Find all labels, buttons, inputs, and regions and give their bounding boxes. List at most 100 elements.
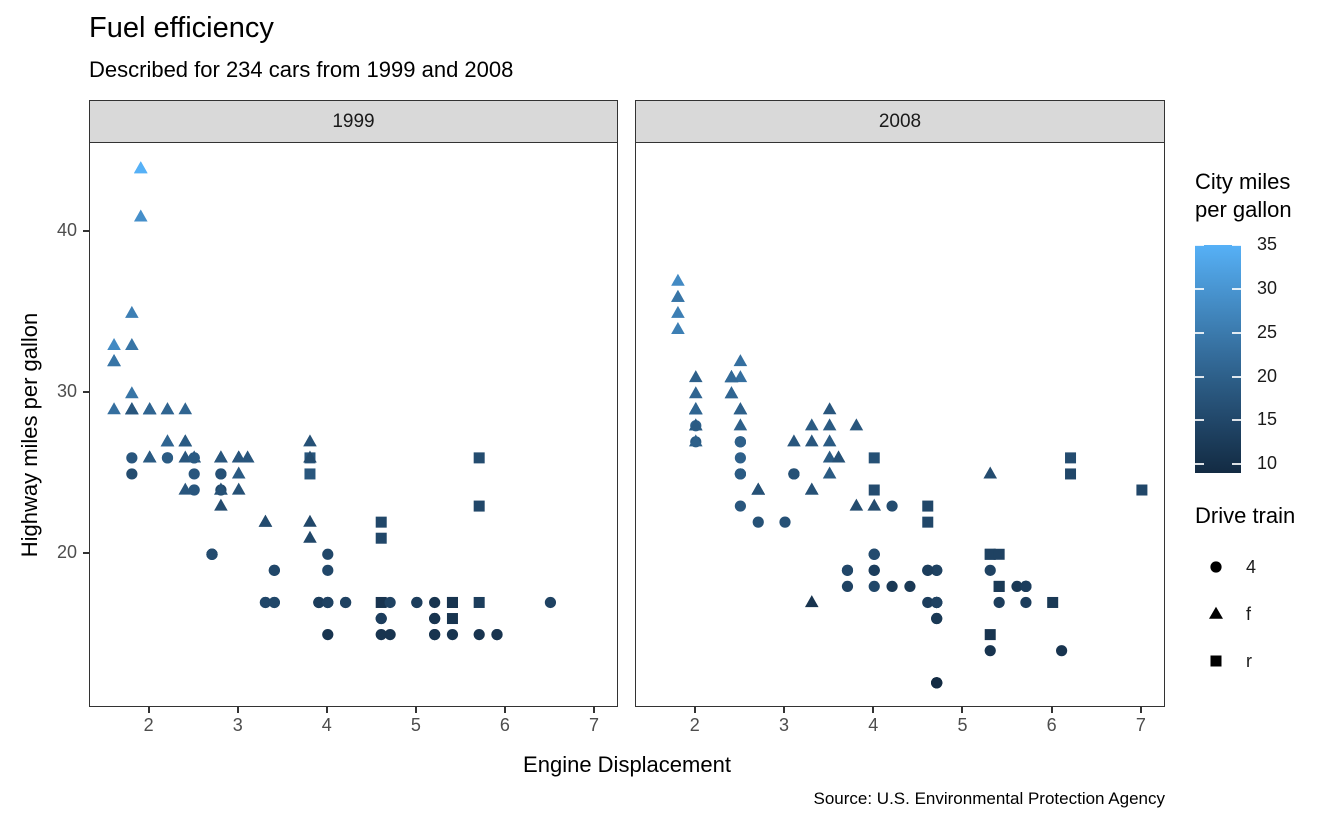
data-point: [841, 580, 854, 592]
data-point: [804, 417, 819, 430]
data-point: [804, 594, 819, 607]
colorbar-tick-mark: [1195, 244, 1204, 246]
legend-item-f: f: [1203, 599, 1251, 629]
x-tick-mark: [872, 707, 875, 713]
data-point: [446, 628, 459, 640]
data-point: [734, 467, 746, 480]
y-axis-title: Highway miles per gallon: [17, 312, 42, 558]
data-point: [107, 401, 121, 414]
data-point: [473, 596, 485, 608]
data-point: [734, 435, 746, 447]
data-point: [126, 451, 138, 463]
data-point: [734, 451, 746, 463]
data-point: [983, 466, 998, 479]
data-point: [258, 514, 273, 527]
data-point: [125, 401, 139, 414]
data-point: [724, 369, 739, 382]
plot-panel-1999: [89, 141, 618, 707]
data-point: [1020, 580, 1032, 592]
data-point: [375, 596, 387, 608]
colorbar-tick-label: 15: [1257, 409, 1278, 430]
data-point: [867, 498, 882, 511]
shape-legend-title: Drive train: [1195, 503, 1296, 528]
data-point: [868, 564, 880, 576]
x-axis-title: Engine Displacement: [523, 752, 731, 777]
x-tick-label: 7: [1135, 715, 1146, 735]
data-point: [491, 628, 503, 640]
data-point: [787, 433, 801, 446]
data-point: [231, 449, 246, 462]
x-tick-mark: [783, 707, 785, 713]
data-point: [188, 451, 200, 463]
scatter-points-1999: [107, 160, 557, 640]
data-point: [849, 498, 864, 511]
colorbar-tick-mark: [1195, 287, 1204, 290]
data-point: [446, 612, 458, 624]
data-point: [984, 644, 996, 656]
data-point: [188, 483, 200, 496]
x-tick-label: 6: [499, 715, 510, 735]
data-point: [231, 466, 246, 479]
x-tick-label: 3: [232, 715, 243, 735]
data-point: [303, 514, 317, 527]
data-point: [473, 451, 485, 463]
colorbar-tick-label: 35: [1257, 234, 1278, 254]
data-point: [133, 160, 148, 173]
data-point: [304, 467, 316, 479]
colorbar-tick-mark: [1195, 375, 1204, 378]
data-point: [375, 628, 387, 640]
y-tick-mark: [83, 230, 89, 233]
legend-item-4: 4: [1203, 552, 1256, 582]
data-point: [125, 337, 139, 350]
y-tick-mark: [83, 551, 89, 554]
data-point: [339, 596, 352, 608]
x-tick-mark: [325, 707, 328, 713]
colorbar-tick-label: 30: [1257, 277, 1278, 298]
chart-subtitle: Described for 234 cars from 1999 and 200…: [89, 57, 514, 82]
x-tick-mark: [961, 707, 964, 713]
y-tick-label: 30: [56, 381, 77, 402]
x-tick-label: 4: [868, 715, 879, 735]
data-point: [868, 548, 880, 560]
x-tick-mark: [1139, 707, 1142, 713]
data-point: [375, 612, 387, 624]
colorbar-tick-mark: [1232, 375, 1241, 378]
data-point: [849, 417, 864, 430]
data-point: [734, 499, 746, 512]
data-point: [1020, 596, 1032, 608]
colorbar-tick-label: 25: [1257, 321, 1278, 342]
data-point: [688, 385, 703, 398]
data-point: [268, 564, 280, 576]
data-point: [688, 417, 703, 430]
colorbar-legend-title: City miles per gallon: [1195, 168, 1292, 224]
data-point: [384, 628, 396, 640]
legend-item-label: r: [1246, 650, 1252, 671]
colorbar-tick-label: 20: [1257, 365, 1278, 386]
data-point: [375, 516, 387, 528]
facet-strip-1999: 1999: [89, 100, 618, 143]
data-point: [214, 482, 228, 495]
x-tick-mark: [693, 707, 696, 713]
source-caption: Source: U.S. Environmental Protection Ag…: [813, 789, 1165, 808]
data-point: [688, 433, 703, 446]
colorbar-tick-mark: [1232, 244, 1241, 246]
x-tick-mark: [236, 707, 239, 713]
x-tick-label: 6: [1046, 715, 1057, 735]
data-point: [671, 273, 685, 286]
data-point: [429, 628, 441, 640]
colorbar-gradient: [1195, 245, 1241, 473]
data-point: [178, 482, 193, 495]
colorbar-tick-mark: [1232, 419, 1241, 422]
data-point: [804, 433, 819, 446]
data-point: [188, 467, 200, 480]
data-point: [868, 484, 880, 496]
legend-item-r: r: [1203, 646, 1252, 676]
data-point: [1136, 484, 1148, 496]
data-point: [322, 596, 334, 608]
data-point: [231, 482, 246, 495]
data-point: [779, 516, 791, 528]
data-point: [671, 321, 685, 334]
data-point: [841, 564, 854, 576]
data-point: [822, 417, 837, 430]
data-point: [446, 596, 458, 608]
